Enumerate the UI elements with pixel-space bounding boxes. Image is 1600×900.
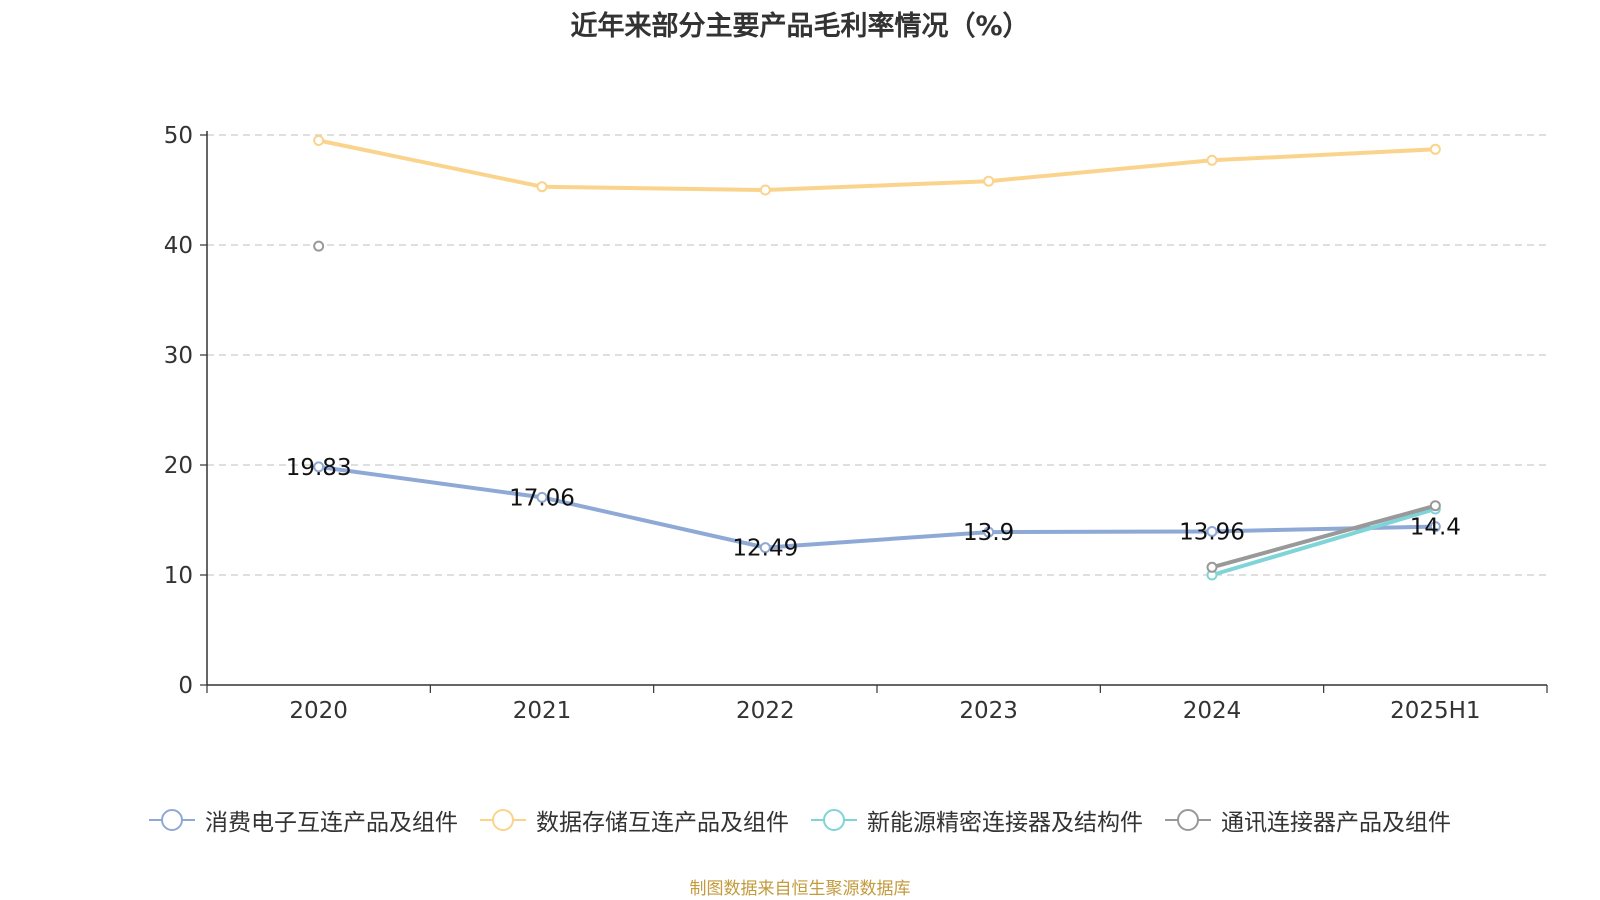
y-tick-label: 30 xyxy=(164,343,193,369)
data-point xyxy=(1429,143,1441,155)
legend-label: 数据存储互连产品及组件 xyxy=(536,810,789,836)
series-3 xyxy=(313,240,1441,573)
grid-lines xyxy=(207,134,1547,576)
series-line xyxy=(316,138,1438,192)
y-tick-label: 10 xyxy=(164,563,193,589)
series-1 xyxy=(313,135,1441,196)
x-tick-label: 2021 xyxy=(513,698,572,724)
series-lines xyxy=(313,135,1441,581)
legend-label: 新能源精密连接器及结构件 xyxy=(867,810,1143,836)
y-tick-label: 0 xyxy=(178,673,193,699)
legend-item[interactable]: 通讯连接器产品及组件 xyxy=(1165,803,1451,837)
series-0 xyxy=(313,461,1441,554)
data-point xyxy=(759,184,771,196)
data-point xyxy=(313,240,325,252)
data-point xyxy=(536,181,548,193)
y-tick-label: 50 xyxy=(164,123,193,149)
data-label: 12.49 xyxy=(732,536,798,562)
data-point xyxy=(759,542,771,554)
data-point xyxy=(983,175,995,187)
legend-marker-icon xyxy=(149,807,195,833)
data-point xyxy=(1429,500,1441,512)
data-labels: 19.83 17.06 12.49 13.9 13.96 14.4 xyxy=(286,455,1461,562)
data-point xyxy=(1206,525,1218,537)
data-label: 13.96 xyxy=(1179,519,1245,545)
axes: 0 10 20 30 40 50 2020 2021 2022 2023 2024 2025H1 xyxy=(164,123,1548,724)
legend-item[interactable]: 消费电子互连产品及组件 xyxy=(149,803,458,837)
data-point xyxy=(536,491,548,503)
source-note: 制图数据来自恒生聚源数据库 xyxy=(689,879,911,899)
data-label: 17.06 xyxy=(509,485,575,511)
data-point xyxy=(313,135,325,146)
chart-title: 近年来部分主要产品毛利率情况（%） xyxy=(570,11,1030,42)
x-tick-label: 2022 xyxy=(736,698,795,724)
y-tick-label: 40 xyxy=(164,233,193,259)
x-tick-label: 2025H1 xyxy=(1390,698,1480,724)
data-point xyxy=(1206,561,1218,573)
x-tick-label: 2024 xyxy=(1183,698,1242,724)
series-line xyxy=(316,464,1438,550)
data-point xyxy=(313,461,325,473)
legend-marker-icon xyxy=(480,807,526,833)
y-tick-label: 20 xyxy=(164,453,193,479)
data-point xyxy=(1206,154,1218,166)
data-point xyxy=(1429,521,1441,533)
data-label: 14.4 xyxy=(1410,515,1461,541)
legend-marker-icon xyxy=(811,807,857,833)
series-line xyxy=(1210,507,1438,577)
legend-item[interactable]: 数据存储互连产品及组件 xyxy=(480,803,789,837)
x-tick-label: 2023 xyxy=(959,698,1018,724)
data-label: 13.9 xyxy=(963,520,1014,546)
legend-label: 消费电子互连产品及组件 xyxy=(205,810,458,836)
data-point xyxy=(983,526,995,538)
x-tick-label: 2020 xyxy=(289,698,348,724)
legend-marker-icon xyxy=(1165,807,1211,833)
legend: 消费电子互连产品及组件 数据存储互连产品及组件 新能源精密连接器及结构件 通讯连接器产… xyxy=(0,803,1600,837)
legend-item[interactable]: 新能源精密连接器及结构件 xyxy=(811,803,1143,837)
legend-label: 通讯连接器产品及组件 xyxy=(1221,810,1451,836)
data-label: 19.83 xyxy=(286,455,352,481)
series-line xyxy=(1210,503,1438,570)
